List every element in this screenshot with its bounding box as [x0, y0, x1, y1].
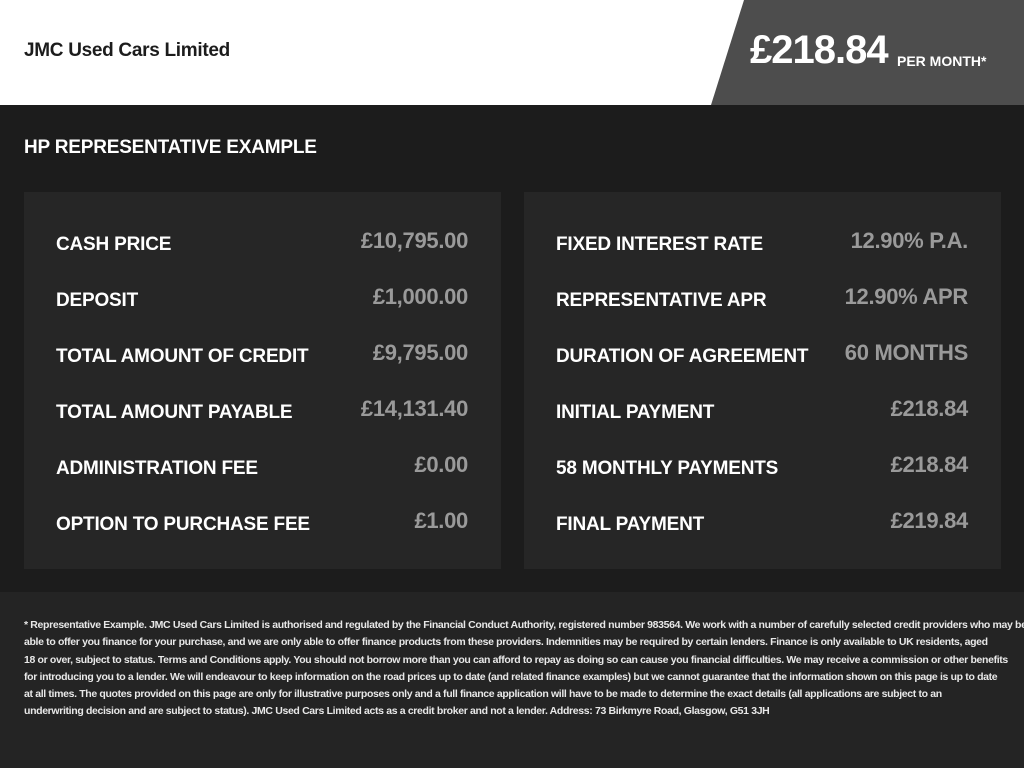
- finance-label: OPTION TO PURCHASE FEE: [56, 514, 310, 535]
- finance-row: INITIAL PAYMENT £218.84: [556, 396, 968, 426]
- finance-row: OPTION TO PURCHASE FEE £1.00: [56, 508, 468, 538]
- finance-value: £1,000.00: [372, 284, 468, 309]
- finance-label: INITIAL PAYMENT: [556, 402, 715, 423]
- finance-row: FINAL PAYMENT £219.84: [556, 508, 968, 538]
- finance-value: £9,795.00: [372, 340, 468, 365]
- finance-row: DURATION OF AGREEMENT 60 MONTHS: [556, 340, 968, 370]
- finance-value: 12.90% APR: [844, 284, 969, 309]
- finance-label: TOTAL AMOUNT PAYABLE: [56, 402, 293, 423]
- finance-label: FIXED INTEREST RATE: [556, 234, 763, 255]
- monthly-price: £218.84: [750, 28, 889, 72]
- disclaimer-line: * Representative Example. JMC Used Cars …: [24, 619, 1024, 631]
- finance-row: DEPOSIT £1,000.00: [56, 284, 468, 314]
- monthly-price-box: [711, 0, 1024, 105]
- finance-value: £219.84: [890, 508, 969, 533]
- section-title: HP REPRESENTATIVE EXAMPLE: [24, 137, 317, 158]
- disclaimer: * Representative Example. JMC Used Cars …: [24, 617, 1024, 721]
- finance-value: £218.84: [890, 452, 969, 477]
- finance-value: £10,795.00: [360, 228, 468, 253]
- footer: [0, 592, 1024, 768]
- finance-value: 12.90% P.A.: [850, 228, 969, 253]
- finance-panel-left: CASH PRICE £10,795.00 DEPOSIT £1,000.00 TOTA…: [24, 192, 501, 569]
- finance-panel-right: FIXED INTEREST RATE 12.90% P.A. REPRESENTA…: [524, 192, 1001, 569]
- finance-label: TOTAL AMOUNT OF CREDIT: [56, 346, 309, 367]
- finance-label: FINAL PAYMENT: [556, 514, 705, 535]
- dealer-name: JMC Used Cars Limited: [24, 40, 230, 61]
- finance-label: CASH PRICE: [56, 234, 172, 255]
- finance-row: TOTAL AMOUNT OF CREDIT £9,795.00: [56, 340, 468, 370]
- per-month-label: PER MONTH*: [897, 53, 987, 69]
- disclaimer-line: 18 or over, subject to status. Terms and…: [24, 653, 1008, 666]
- finance-label: REPRESENTATIVE APR: [556, 290, 767, 311]
- finance-row: 58 MONTHLY PAYMENTS £218.84: [556, 452, 968, 482]
- finance-row: CASH PRICE £10,795.00: [56, 228, 468, 258]
- finance-row: REPRESENTATIVE APR 12.90% APR: [556, 284, 968, 314]
- finance-value: £1.00: [414, 508, 468, 533]
- disclaimer-line: underwriting decision and are subject to…: [24, 705, 770, 718]
- disclaimer-line: able to offer you finance for your purch…: [24, 636, 988, 649]
- finance-row: TOTAL AMOUNT PAYABLE £14,131.40: [56, 396, 468, 426]
- finance-row: FIXED INTEREST RATE 12.90% P.A.: [556, 228, 968, 258]
- finance-value: £14,131.40: [360, 396, 468, 421]
- finance-value: 60 MONTHS: [844, 340, 969, 365]
- disclaimer-line: at all times. The quotes provided on thi…: [24, 688, 942, 701]
- finance-label: ADMINISTRATION FEE: [56, 458, 258, 479]
- disclaimer-line: for introducing you to a lender. We will…: [24, 670, 998, 683]
- finance-label: DURATION OF AGREEMENT: [556, 346, 809, 367]
- finance-row: ADMINISTRATION FEE £0.00: [56, 452, 468, 482]
- finance-value: £218.84: [890, 396, 969, 421]
- finance-value: £0.00: [414, 452, 468, 477]
- finance-label: DEPOSIT: [56, 290, 139, 311]
- finance-label: 58 MONTHLY PAYMENTS: [556, 458, 779, 479]
